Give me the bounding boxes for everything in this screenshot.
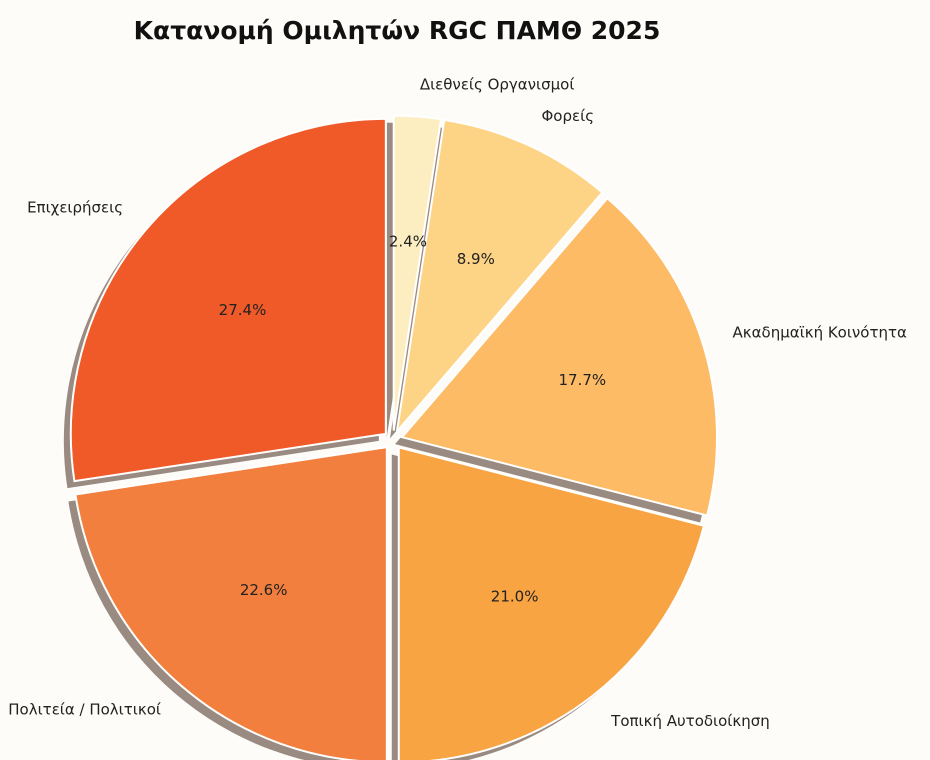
slice-value-label: 27.4%: [219, 301, 267, 319]
label-layer: Διεθνείς Οργανισμοί 2.4% Φορείς 8.9% Ακαδημα…: [8, 76, 907, 730]
slice-label: Επιχειρήσεις: [27, 198, 123, 216]
slice-value-label: 2.4%: [389, 233, 427, 251]
slice-label: Τοπική Αυτοδιοίκηση: [610, 712, 770, 730]
slice-value-label: 21.0%: [491, 587, 539, 605]
slice-layer: [69, 114, 718, 760]
slice: [395, 118, 604, 435]
slice: [74, 446, 388, 760]
slice: [400, 196, 718, 517]
chart-title: Κατανομή Ομιλητών RGC ΠΑΜΘ 2025: [134, 16, 661, 45]
slice-value-label: 8.9%: [457, 250, 495, 268]
slice-value-label: 22.6%: [240, 581, 288, 599]
slice-label: Φορείς: [542, 107, 595, 125]
slice-label: Πολιτεία / Πολιτικοί: [8, 700, 161, 718]
slice: [69, 117, 387, 483]
slice: [397, 446, 706, 760]
slice-label: Ακαδημαϊκή Κοινότητα: [733, 324, 908, 342]
slice-value-label: 17.7%: [558, 371, 606, 389]
slice: [392, 114, 443, 431]
slice-label: Διεθνείς Οργανισμοί: [420, 76, 575, 94]
